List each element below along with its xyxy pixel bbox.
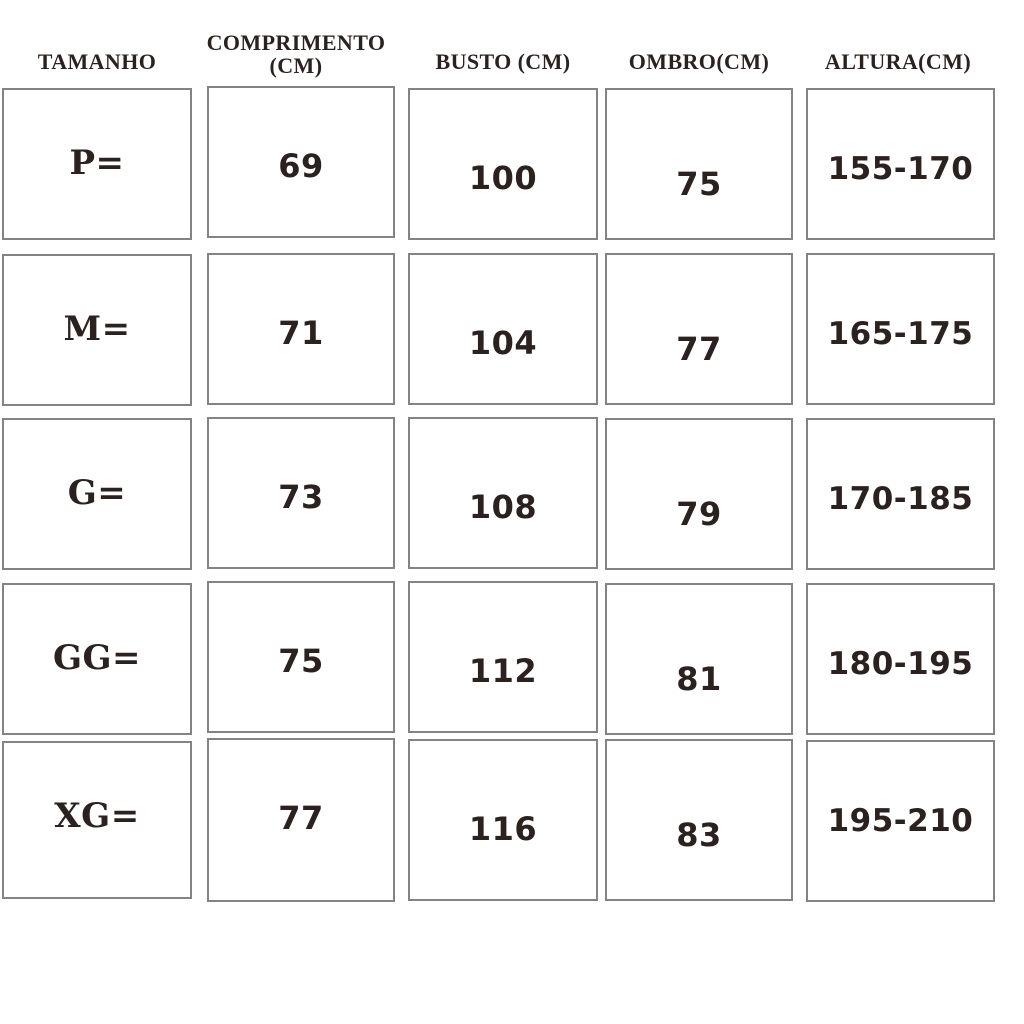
cell-shoulder-value-row-1: 75 [605, 88, 793, 240]
height-value: 180-195 [827, 646, 974, 682]
height-value: 165-175 [827, 316, 974, 352]
cell-bust-value-row-5: 116 [408, 739, 598, 901]
cell-size-label-row-4: GG= [2, 583, 192, 735]
column-header-busto: BUSTO (CM) [435, 49, 571, 74]
height-value: 155-170 [827, 151, 974, 187]
length-value: 69 [278, 147, 324, 185]
bust-value: 104 [468, 324, 538, 362]
size-label: G= [67, 473, 127, 513]
size-label: P= [69, 143, 125, 183]
height-value: 195-210 [827, 803, 974, 839]
bust-value: 100 [468, 159, 538, 197]
height-value: 170-185 [827, 481, 974, 517]
cell-shoulder-value-row-4: 81 [605, 583, 793, 735]
cell-length-value-row-3: 73 [207, 417, 395, 569]
shoulder-value: 81 [676, 660, 722, 698]
shoulder-value: 75 [676, 165, 722, 203]
bust-value: 108 [468, 488, 538, 526]
length-value: 71 [278, 314, 324, 352]
cell-size-label-row-3: G= [2, 418, 192, 570]
column-header-comprimento: COMPRIMENTO (CM) [206, 30, 386, 79]
cell-length-value-row-1: 69 [207, 86, 395, 238]
cell-bust-value-row-3: 108 [408, 417, 598, 569]
bust-value: 112 [468, 652, 538, 690]
cell-length-value-row-4: 75 [207, 581, 395, 733]
cell-length-value-row-5: 77 [207, 738, 395, 902]
column-header-altura: ALTURA(CM) [824, 49, 972, 74]
bust-value: 116 [468, 810, 538, 848]
size-label: M= [63, 309, 131, 349]
length-value: 75 [278, 642, 324, 680]
cell-length-value-row-2: 71 [207, 253, 395, 405]
cell-size-label-row-1: P= [2, 88, 192, 240]
cell-height-value-row-3: 170-185 [806, 418, 995, 570]
cell-bust-value-row-1: 100 [408, 88, 598, 240]
cell-shoulder-value-row-2: 77 [605, 253, 793, 405]
cell-shoulder-value-row-3: 79 [605, 418, 793, 570]
cell-bust-value-row-2: 104 [408, 253, 598, 405]
column-header-tamanho: TAMANHO [37, 49, 157, 74]
cell-height-value-row-5: 195-210 [806, 740, 995, 902]
shoulder-value: 79 [676, 495, 722, 533]
cell-size-label-row-2: M= [2, 254, 192, 406]
table-header-row: TAMANHO COMPRIMENTO (CM) BUSTO (CM) OMBR… [0, 0, 1024, 86]
length-value: 73 [278, 478, 324, 516]
shoulder-value: 77 [676, 330, 722, 368]
cell-shoulder-value-row-5: 83 [605, 739, 793, 901]
cell-bust-value-row-4: 112 [408, 581, 598, 733]
size-label: XG= [54, 796, 140, 836]
cell-height-value-row-1: 155-170 [806, 88, 995, 240]
cell-size-label-row-5: XG= [2, 741, 192, 899]
size-label: GG= [52, 638, 142, 678]
shoulder-value: 83 [676, 816, 722, 854]
length-value: 77 [278, 799, 324, 837]
cell-height-value-row-2: 165-175 [806, 253, 995, 405]
column-header-ombro: OMBRO(CM) [628, 49, 770, 74]
cell-height-value-row-4: 180-195 [806, 583, 995, 735]
